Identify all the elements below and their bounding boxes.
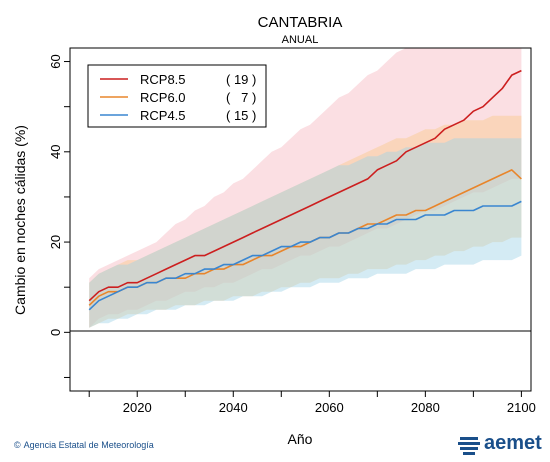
y-axis-label: Cambio en noches cálidas (%): [12, 125, 28, 315]
legend-label-rcp85: RCP8.5: [140, 72, 186, 87]
x-tick-label: 2020: [123, 400, 152, 415]
x-tick-label: 2100: [507, 400, 536, 415]
y-axis: 0 20 40 60: [48, 54, 70, 378]
legend-count-rcp45: ( 15 ): [226, 108, 256, 123]
y-tick-label: 60: [48, 54, 63, 68]
logo-text: aemet: [484, 432, 542, 454]
y-tick-label: 40: [48, 145, 63, 159]
plot-frame: [69, 47, 532, 392]
uncertainty-bands: [89, 48, 522, 328]
y-tick-label: 20: [48, 235, 63, 249]
band-rcp60: [89, 115, 522, 328]
series-line-rcp45: [88, 200, 522, 311]
footer-credit: © Agencia Estatal de Meteorología: [14, 440, 154, 450]
legend-count-rcp85: ( 19 ): [226, 72, 256, 87]
copyright-icon: ©: [14, 440, 21, 450]
x-tick-label: 2080: [411, 400, 440, 415]
y-tick-label: 0: [48, 329, 63, 336]
x-tick-label: 2060: [315, 400, 344, 415]
chart-subtitle: ANUAL: [282, 34, 319, 46]
band-rcp45: [89, 138, 522, 328]
series-line-rcp85: [88, 69, 522, 302]
legend: RCP8.5 ( 19 ) RCP6.0 ( 7 ) RCP4.5 ( 15 ): [87, 64, 267, 128]
series-lines: [88, 69, 522, 311]
x-tick-label: 2040: [219, 400, 248, 415]
band-rcp85: [89, 48, 522, 328]
x-axis: 2020 2040 2060 2080 2100: [88, 391, 536, 415]
x-axis-label: Año: [288, 431, 313, 447]
legend-count-rcp60: ( 7 ): [226, 90, 256, 105]
aemet-logo-icon: [458, 437, 480, 455]
legend-label-rcp60: RCP6.0: [140, 90, 186, 105]
credit-text: Agencia Estatal de Meteorología: [23, 440, 154, 450]
chart-title: CANTABRIA: [258, 14, 343, 31]
legend-label-rcp45: RCP4.5: [140, 108, 186, 123]
aemet-logo: aemet: [458, 432, 548, 456]
legend-box: [87, 64, 267, 128]
